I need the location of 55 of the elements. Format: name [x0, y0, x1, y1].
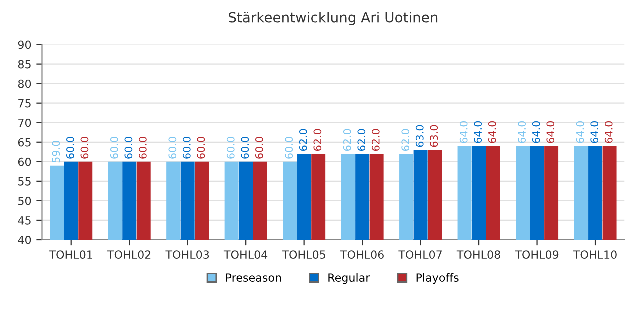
y-tick-label: 40	[18, 236, 32, 244]
data-label: 60.0	[255, 137, 264, 159]
x-tick-label: TOHL08	[456, 250, 500, 260]
y-tick-label: 60	[18, 158, 32, 166]
data-label: 62.0	[372, 129, 380, 152]
x-tick-label: TOHL03	[166, 250, 210, 260]
data-label: 64.0	[460, 121, 468, 144]
data-label: 62.0	[358, 129, 366, 152]
x-tick-label: TOHL09	[515, 250, 559, 260]
data-label: 60.0	[226, 137, 235, 159]
x-tick-label: TOHL01	[49, 250, 92, 260]
data-label: 64.0	[488, 121, 496, 144]
x-tick-label: TOHL07	[398, 250, 442, 260]
y-tick-label: 90	[18, 40, 32, 50]
data-label: 60.0	[182, 137, 191, 159]
x-tick-label: TOHL04	[224, 250, 268, 260]
y-tick-label: 65	[18, 138, 31, 147]
data-label: 64.0	[518, 121, 526, 144]
data-label: 60.0	[197, 137, 206, 159]
data-label: 60.0	[241, 137, 250, 159]
legend-label: Preseason	[226, 274, 282, 282]
legend-label: Regular	[328, 273, 370, 284]
data-label: 64.0	[546, 121, 555, 144]
y-tick-label: 75	[18, 99, 31, 108]
data-label: 60.0	[139, 137, 147, 159]
data-label: 62.0	[314, 129, 322, 152]
x-tick-label: TOHL02	[107, 250, 151, 260]
data-label: 62.0	[299, 129, 308, 152]
data-label: 63.0	[430, 125, 438, 148]
legend-label: Playoffs	[416, 273, 459, 284]
data-label: 60.0	[66, 137, 74, 159]
data-label: 64.0	[576, 121, 584, 144]
y-tick-label: 80	[18, 80, 32, 88]
data-label: 64.0	[474, 121, 482, 144]
chart-title: Stärkeentwicklung Ari Uotinen	[229, 12, 438, 26]
x-tick-label: TOHL06	[340, 250, 384, 260]
data-label: 60.0	[168, 137, 177, 159]
data-label: 60.0	[110, 137, 118, 159]
y-tick-label: 85	[18, 60, 31, 69]
data-label: 62.0	[343, 129, 352, 152]
data-label: 64.0	[532, 121, 540, 144]
data-label: 64.0	[590, 121, 599, 144]
data-label: 62.0	[402, 129, 410, 152]
data-label: 60.0	[124, 137, 133, 159]
x-tick-label: TOHL05	[282, 250, 326, 260]
x-tick-label: TOHL10	[573, 250, 617, 260]
data-label: 63.0	[416, 125, 424, 148]
data-label: 60.0	[285, 137, 294, 159]
y-tick-label: 45	[18, 216, 31, 225]
data-label: 60.0	[80, 137, 89, 159]
data-label: 64.0	[604, 121, 613, 144]
y-tick-label: 50	[18, 196, 32, 206]
y-tick-label: 70	[18, 118, 32, 128]
y-tick-label: 55	[18, 178, 31, 186]
data-label: 59.0	[52, 140, 60, 163]
